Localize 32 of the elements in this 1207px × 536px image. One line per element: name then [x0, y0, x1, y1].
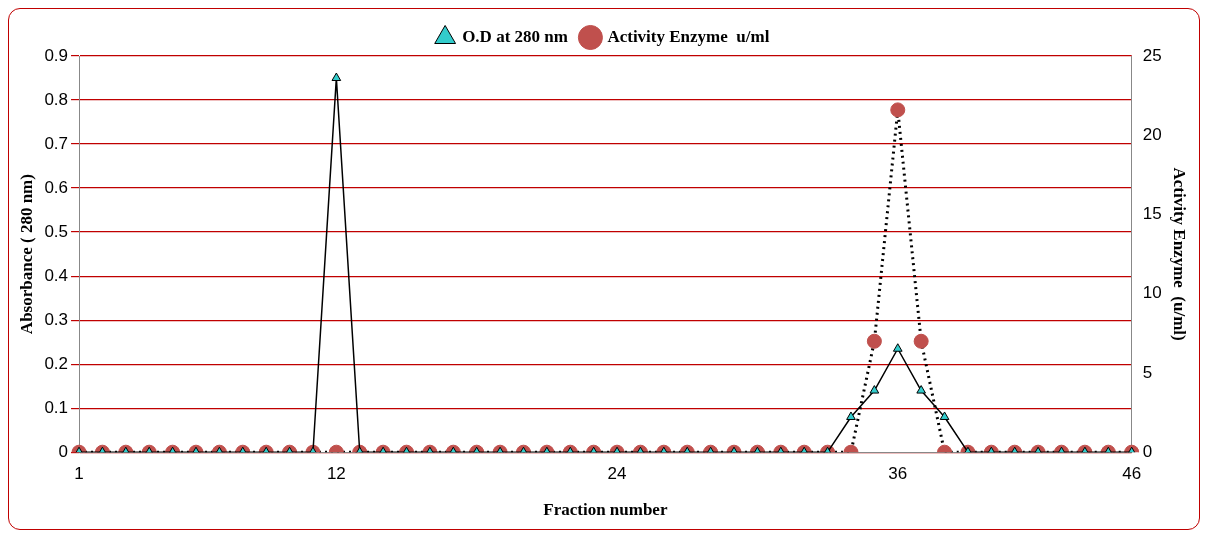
y-tick-label: 0.2	[44, 353, 69, 373]
x-tick-label: 12	[326, 464, 346, 484]
point	[916, 385, 926, 394]
y-axis-title: Absorbance ( 280 nm)	[16, 174, 36, 335]
x-axis-title: Fraction number	[543, 500, 668, 520]
y2-tick-label: 25	[1142, 45, 1162, 65]
y2-tick-label: 10	[1142, 283, 1162, 303]
y-tick-label: 0.5	[44, 221, 69, 241]
y2-axis-title: Activity Enzyme (u/ml)	[1170, 167, 1190, 341]
y-tick-label: 0.9	[44, 45, 69, 65]
y-tick-label: 0.1	[44, 397, 69, 417]
point	[846, 411, 856, 420]
legend-label: Activity Enzyme u/ml	[607, 26, 770, 46]
point	[331, 72, 342, 82]
y-tick-label: 0.7	[44, 133, 69, 153]
legend-label: O.D at 280 nm	[462, 26, 568, 46]
y2-tick-label: 5	[1142, 362, 1153, 382]
x-tick-label: 46	[1122, 464, 1142, 484]
y-tick-label: 0.6	[44, 177, 69, 197]
x-tick-label: 24	[607, 464, 627, 484]
point	[939, 411, 950, 420]
x-tick-label: 1	[74, 464, 84, 484]
y2-tick-label: 20	[1142, 124, 1162, 144]
y-tick-label: 0	[58, 441, 69, 461]
y-tick-label: 0.8	[44, 89, 69, 109]
y2-tick-label: 15	[1142, 204, 1162, 224]
x-tick-label: 36	[888, 464, 908, 484]
point	[869, 385, 880, 394]
point	[892, 343, 903, 352]
y-tick-label: 0.4	[44, 265, 69, 285]
y2-tick-label: 0	[1142, 441, 1153, 461]
y-tick-label: 0.3	[44, 309, 69, 329]
